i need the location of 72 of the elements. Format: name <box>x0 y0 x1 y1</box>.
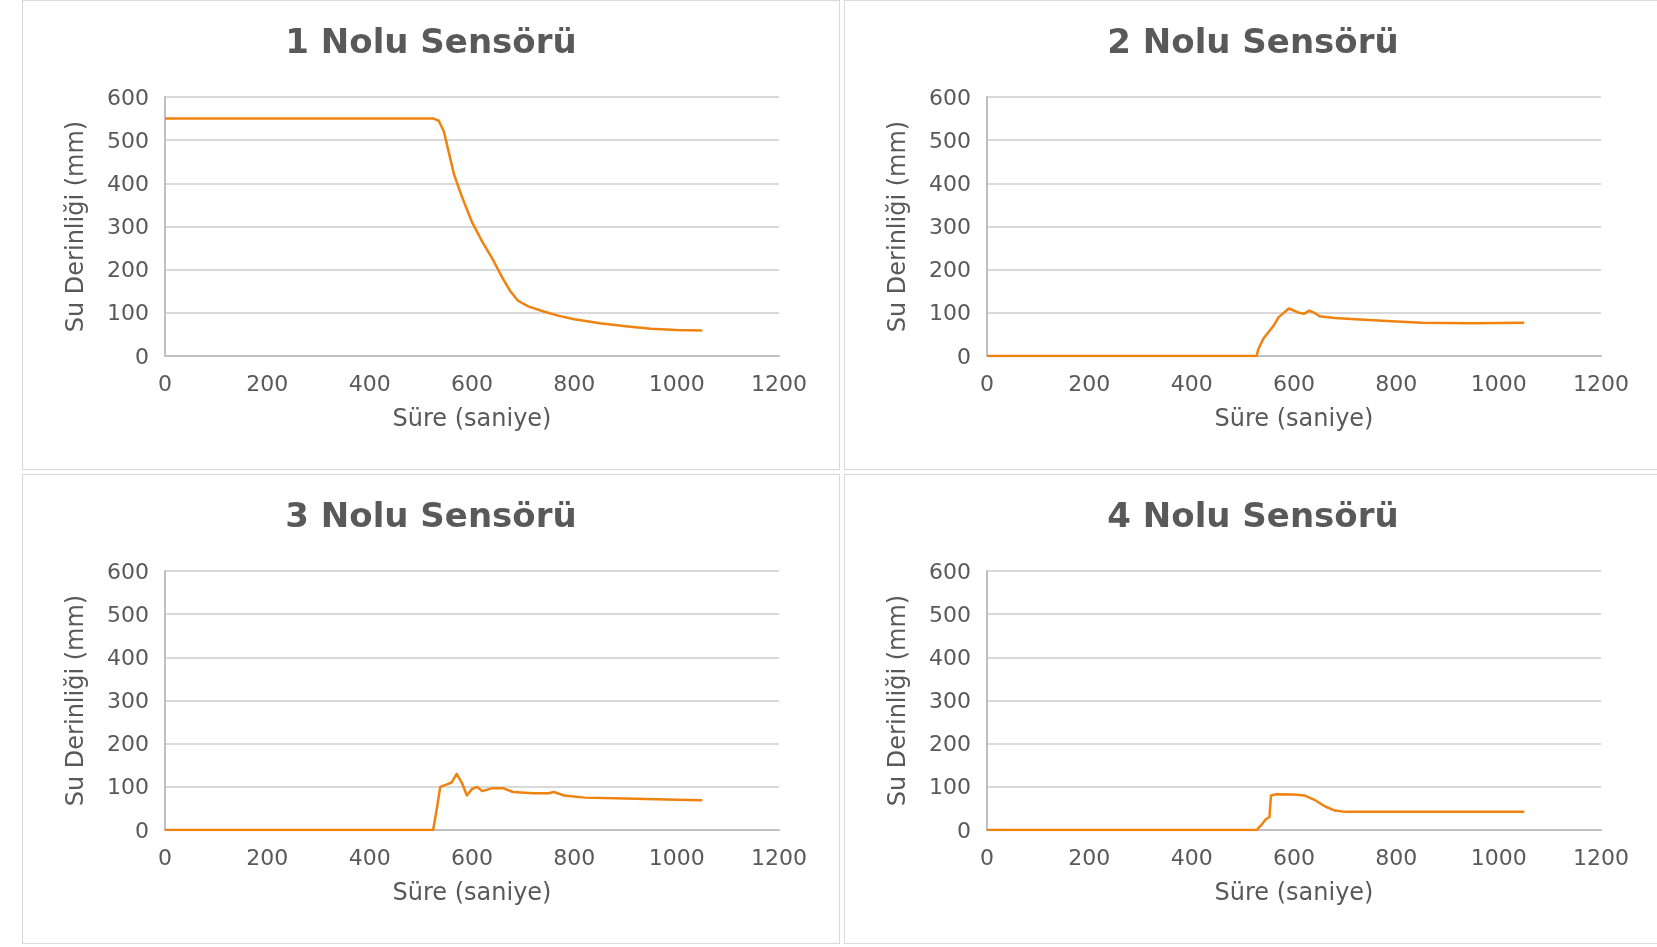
x-tick-label: 800 <box>553 844 596 870</box>
y-tick-label: 0 <box>135 343 149 369</box>
y-tick-label: 600 <box>929 84 971 110</box>
x-tick-label: 400 <box>348 844 391 870</box>
y-tick-label: 500 <box>929 601 971 627</box>
y-tick-label: 100 <box>929 300 971 326</box>
x-axis-title: Süre (saniye) <box>1214 404 1374 432</box>
y-tick-label: 0 <box>957 817 971 843</box>
x-tick-label: 1000 <box>1470 844 1527 870</box>
x-tick-label: 1000 <box>648 370 705 396</box>
y-tick-label: 200 <box>107 731 149 757</box>
chart-title: 3 Nolu Sensörü <box>285 495 577 535</box>
x-tick-label: 400 <box>348 370 391 396</box>
y-tick-label: 400 <box>929 170 971 196</box>
y-tick-label: 300 <box>107 214 149 239</box>
y-tick-label: 0 <box>135 817 149 843</box>
y-tick-label: 500 <box>107 601 149 627</box>
y-tick-label: 300 <box>107 688 149 713</box>
y-tick-label: 500 <box>107 127 149 153</box>
x-axis-title: Süre (saniye) <box>392 878 552 906</box>
x-tick-label: 800 <box>1375 370 1418 396</box>
x-tick-label: 0 <box>158 370 172 396</box>
x-tick-label: 200 <box>1068 844 1111 870</box>
y-tick-label: 600 <box>107 84 149 110</box>
y-tick-label: 500 <box>929 127 971 153</box>
x-tick-label: 1000 <box>1470 370 1527 396</box>
x-tick-label: 1200 <box>751 370 807 396</box>
y-tick-label: 100 <box>107 300 149 326</box>
line-series <box>985 792 1526 832</box>
x-tick-label: 600 <box>451 844 493 870</box>
x-tick-label: 600 <box>1273 844 1315 870</box>
y-axis-title: Su Derinliği (mm) <box>61 120 89 333</box>
y-tick-label: 400 <box>107 644 149 670</box>
x-tick-label: 800 <box>553 370 596 396</box>
y-axis-title: Su Derinliği (mm) <box>883 120 911 333</box>
x-tick-label: 1200 <box>1573 370 1629 396</box>
x-axis-title: Süre (saniye) <box>392 404 552 432</box>
y-tick-label: 400 <box>107 170 149 196</box>
y-tick-label: 100 <box>929 774 971 800</box>
x-tick-label: 200 <box>1068 370 1111 396</box>
x-tick-label: 600 <box>451 370 493 396</box>
x-tick-label: 600 <box>1273 370 1315 396</box>
x-tick-label: 800 <box>1375 844 1418 870</box>
y-tick-label: 600 <box>929 558 971 584</box>
line-series <box>163 772 704 832</box>
line-series <box>163 117 704 332</box>
x-tick-label: 1200 <box>751 844 807 870</box>
line-series <box>985 307 1526 358</box>
x-tick-label: 0 <box>980 844 994 870</box>
chart-title: 4 Nolu Sensörü <box>1107 495 1399 535</box>
chart-title: 2 Nolu Sensörü <box>1107 21 1399 61</box>
y-tick-label: 200 <box>929 257 971 283</box>
x-tick-label: 0 <box>980 370 994 396</box>
x-tick-label: 200 <box>246 844 289 870</box>
x-axis-title: Süre (saniye) <box>1214 878 1374 906</box>
y-tick-label: 600 <box>107 558 149 584</box>
y-tick-label: 100 <box>107 774 149 800</box>
y-tick-label: 400 <box>929 644 971 670</box>
y-tick-label: 300 <box>929 214 971 239</box>
y-axis-title: Su Derinliği (mm) <box>61 594 89 807</box>
y-axis-title: Su Derinliği (mm) <box>883 594 911 807</box>
x-tick-label: 400 <box>1170 844 1213 870</box>
x-tick-label: 200 <box>246 370 289 396</box>
y-tick-label: 200 <box>929 731 971 757</box>
x-tick-label: 400 <box>1170 370 1213 396</box>
y-tick-label: 300 <box>929 688 971 713</box>
y-tick-label: 0 <box>957 343 971 369</box>
x-tick-label: 1000 <box>648 844 705 870</box>
y-tick-label: 200 <box>107 257 149 283</box>
x-tick-label: 0 <box>158 844 172 870</box>
x-tick-label: 1200 <box>1573 844 1629 870</box>
chart-title: 1 Nolu Sensörü <box>285 21 577 61</box>
